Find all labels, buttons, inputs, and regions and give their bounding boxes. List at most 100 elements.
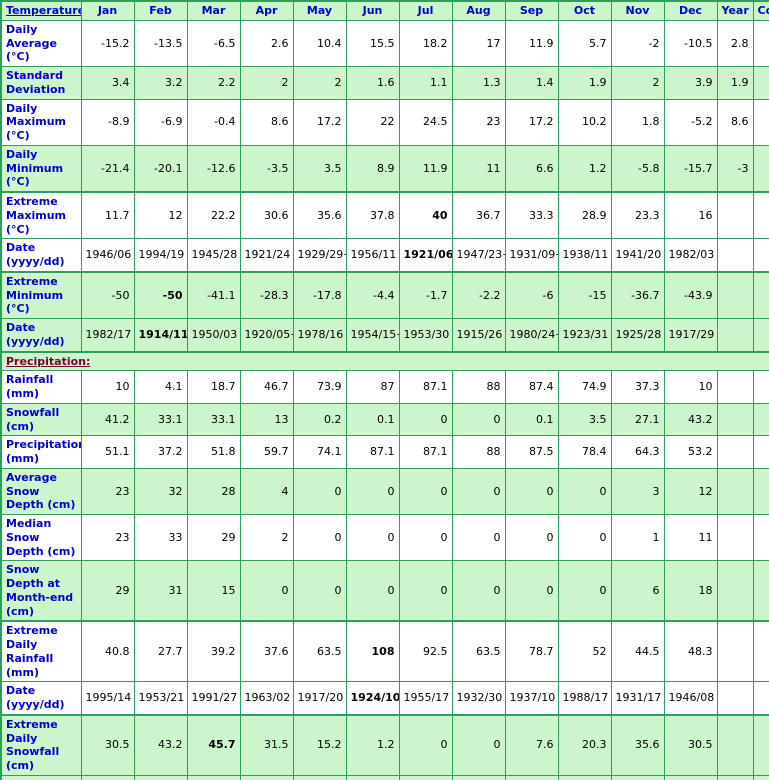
cell-apr: 8.6 [239,98,294,146]
cell-mar: 51.8 [186,435,241,469]
cell-dec: 1917/29 [663,318,718,352]
section-title-temperature: Temperature: [0,0,82,21]
cell-sep: 0 [504,467,559,516]
cell-feb: 1914/07 [133,774,188,780]
cell-code [752,620,769,683]
cell-apr: 0 [239,560,294,622]
cell-oct: 28.9 [557,191,612,240]
cell-jan: -50 [80,270,135,319]
cell-jan: 23 [80,467,135,516]
row-label: Date (yyyy/dd) [0,318,82,352]
cell-jul: 0 [398,560,453,622]
row-label: Daily Average (°C) [0,19,82,68]
column-header-oct: Oct [557,0,612,21]
cell-year [716,191,754,240]
column-header-feb: Feb [133,0,188,21]
cell-jun: 0 [345,467,400,516]
cell-sep: 0 [504,513,559,562]
cell-mar: 22.2 [186,191,241,240]
cell-aug: -2.2 [451,270,506,319]
cell-may: 0 [292,467,347,516]
table-row: Date (yyyy/dd) 1946/06 1994/19 1945/28 1921/… [0,238,769,273]
cell-aug: 0 [451,513,506,562]
cell-aug: 23 [451,98,506,146]
row-label: Extreme Minimum (°C) [0,270,82,319]
cell-aug: 1932/30 [451,681,506,716]
table-row: Daily Maximum (°C) -8.9 -6.9 -0.4 8.6 17.2 22 2… [0,98,769,146]
cell-aug: 1913/01+ [451,774,506,780]
cell-year [716,435,754,469]
cell-jan: 1995/14 [80,681,135,716]
cell-feb: 43.2 [133,713,188,776]
cell-aug: 0 [451,402,506,437]
cell-dec: 53.2 [663,435,718,469]
cell-may: 74.1 [292,435,347,469]
cell-nov: 6 [610,560,665,622]
table-row: Rainfall (mm) 10 4.1 18.7 46.7 73.9 87 87.1 88 87… [0,370,769,404]
cell-nov: 1.8 [610,98,665,146]
cell-aug: 1915/26 [451,318,506,352]
cell-may: 3.5 [292,144,347,193]
table-header-row: Temperature:JanFebMarAprMayJunJulAugSepO… [0,0,769,21]
cell-oct: 0 [557,560,612,622]
table-row: Date (yyyy/dd) 1982/17 1914/11 1950/03 1920/… [0,318,769,352]
cell-jun: 1954/15+ [345,318,400,352]
cell-apr: 1921/24 [239,238,294,273]
cell-jan: 3.4 [80,66,135,100]
cell-oct: 0 [557,467,612,516]
cell-mar: 45.7 [186,713,241,776]
cell-code: A [752,144,769,193]
cell-oct: 10.2 [557,98,612,146]
cell-apr: -28.3 [239,270,294,319]
cell-feb: 31 [133,560,188,622]
cell-code [752,713,769,776]
section-title-precipitation: Precipitation: [0,350,769,372]
cell-oct: 5.7 [557,19,612,68]
cell-apr: 2.6 [239,19,294,68]
cell-code: A [752,435,769,469]
cell-jul: 1921/06 [398,238,453,273]
cell-code: A [752,66,769,100]
cell-oct: 20.3 [557,713,612,776]
cell-sep: -6 [504,270,559,319]
cell-nov: 3 [610,467,665,516]
cell-mar: -12.6 [186,144,241,193]
cell-sep: 1937/10 [504,681,559,716]
row-label: Rainfall (mm) [0,370,82,404]
cell-dec: 3.9 [663,66,718,100]
cell-oct: 1988/17 [557,681,612,716]
row-label: Daily Maximum (°C) [0,98,82,146]
cell-feb: 3.2 [133,66,188,100]
cell-may: 1929/29+ [292,238,347,273]
row-label: Snow Depth at Month-end (cm) [0,560,82,622]
cell-jun: 15.5 [345,19,400,68]
cell-sep: 7.6 [504,713,559,776]
cell-may: 0 [292,513,347,562]
cell-jan: 10 [80,370,135,404]
cell-jun: 22 [345,98,400,146]
cell-mar: 18.7 [186,370,241,404]
cell-year: 2.8 [716,19,754,68]
cell-nov: 1925/28 [610,318,665,352]
table-row: Extreme Daily Rainfall (mm) 40.8 27.7 39.2 3… [0,620,769,683]
cell-dec: 48.3 [663,620,718,683]
table-row: Date (yyyy/dd) 1995/14 1953/21 1991/27 1963/… [0,681,769,716]
cell-feb: 1953/21 [133,681,188,716]
cell-dec: 10 [663,370,718,404]
cell-oct: 1916/17+ [557,774,612,780]
cell-year [716,270,754,319]
cell-code: A [752,98,769,146]
cell-sep: 1931/09+ [504,238,559,273]
cell-jan: -21.4 [80,144,135,193]
cell-year [716,402,754,437]
row-label: Date (yyyy/dd) [0,238,82,273]
cell-aug: 88 [451,370,506,404]
cell-jun: 37.8 [345,191,400,240]
cell-mar: -0.4 [186,98,241,146]
cell-feb: -13.5 [133,19,188,68]
cell-nov: 27.1 [610,402,665,437]
cell-jun: 0.1 [345,402,400,437]
cell-mar: 15 [186,560,241,622]
